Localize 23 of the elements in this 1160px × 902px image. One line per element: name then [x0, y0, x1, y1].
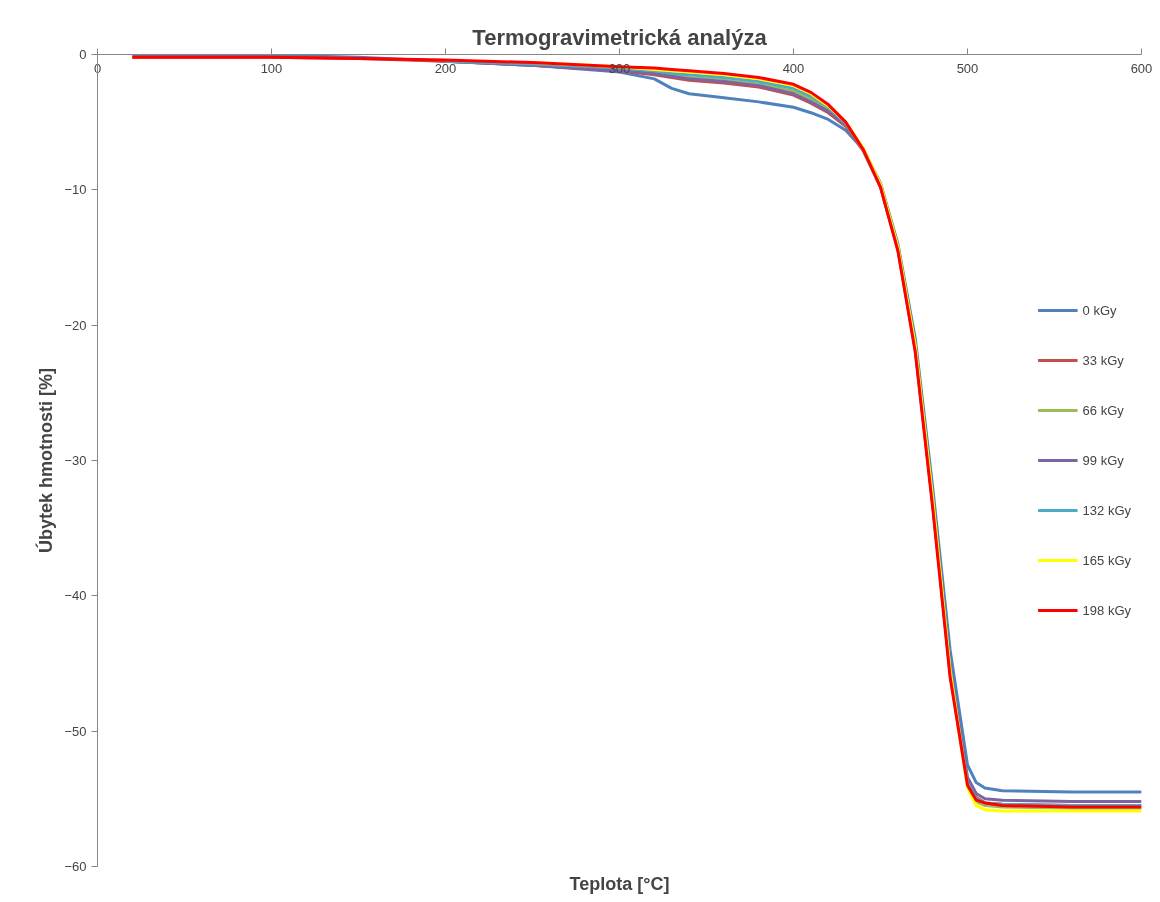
y-tick-label: 0 [79, 47, 87, 62]
x-tick-label: 100 [260, 60, 283, 76]
y-tick-label: −60 [64, 859, 87, 874]
x-tick-label: 600 [1130, 60, 1153, 76]
legend-label: 0 kGy [1082, 302, 1117, 318]
y-tick-label: −30 [64, 453, 87, 468]
x-tick-label: 500 [956, 60, 979, 76]
x-tick-label: 400 [782, 60, 805, 76]
x-tick-label: 300 [608, 60, 631, 76]
y-tick-label: −40 [64, 588, 87, 604]
x-tick-label: 200 [434, 60, 457, 76]
legend-label: 198 kGy [1082, 602, 1131, 618]
y-tick-label: −10 [64, 182, 87, 198]
legend-label: 99 kGy [1082, 452, 1124, 468]
y-axis-title: Úbytek hmotnosti [%] [35, 367, 57, 553]
legend-label: 66 kGy [1082, 402, 1124, 418]
chart-title: Termogravimetrická analýza [472, 24, 768, 50]
legend-label: 165 kGy [1082, 552, 1131, 568]
legend-label: 33 kGy [1082, 352, 1124, 368]
legend-label: 132 kGy [1082, 502, 1131, 518]
x-axis-title: Teplota [°C] [569, 873, 670, 894]
y-tick-label: −20 [64, 317, 87, 333]
y-tick-label: −50 [64, 723, 87, 739]
